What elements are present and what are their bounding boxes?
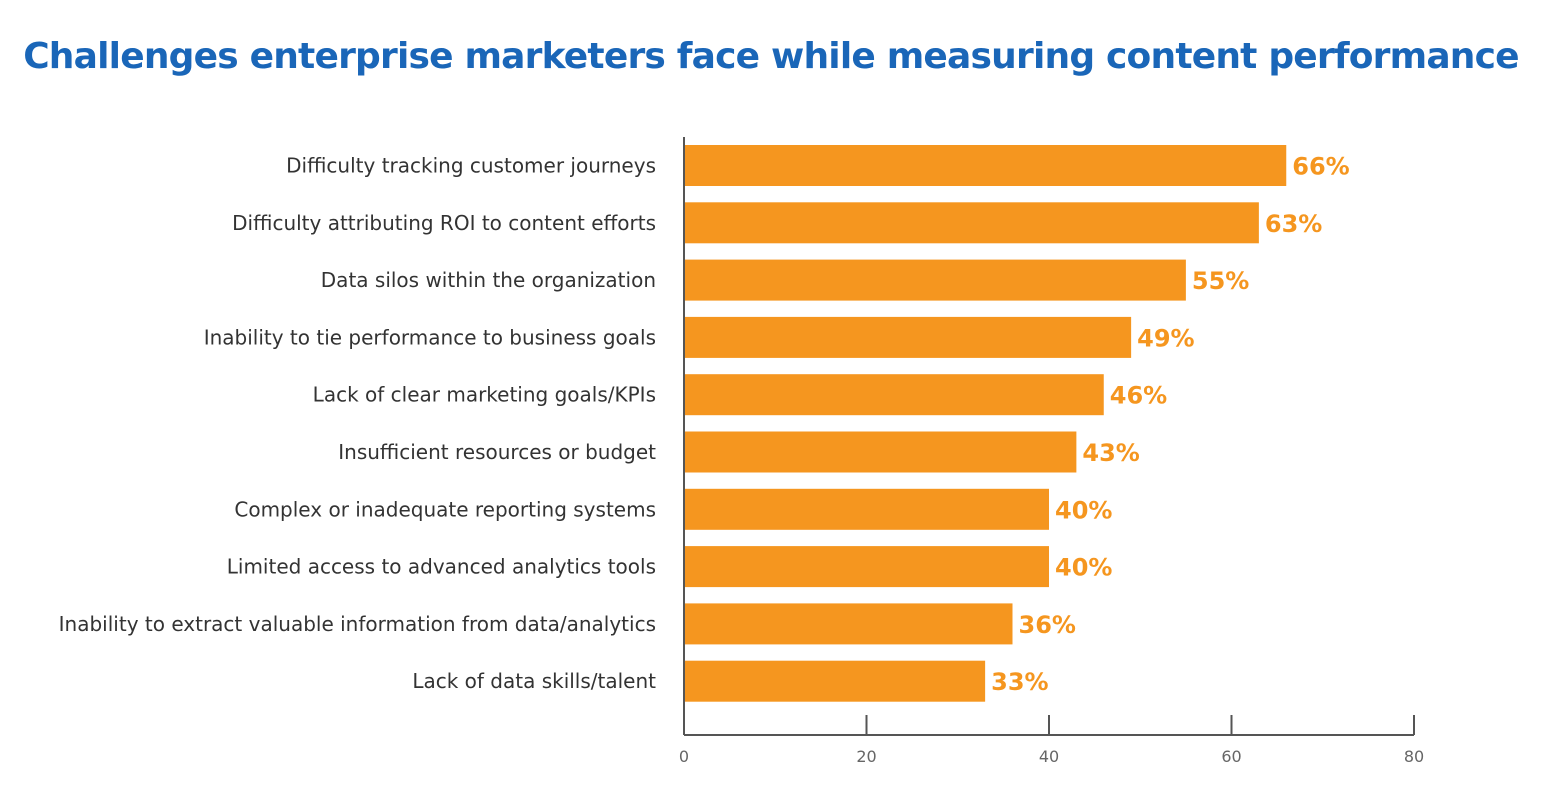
category-label: Complex or inadequate reporting systems <box>234 497 656 521</box>
bar <box>684 145 1287 186</box>
x-tick-label: 0 <box>679 747 689 766</box>
x-axis: 0 20 40 60 80 <box>679 137 1424 766</box>
bar <box>684 431 1077 473</box>
category-label: Inability to extract valuable informatio… <box>59 612 656 636</box>
category-label: Data silos within the organization <box>321 268 656 292</box>
bar <box>684 603 1013 645</box>
value-label: 49% <box>1137 324 1194 352</box>
category-label: Insufficient resources or budget <box>338 440 656 464</box>
chart-title: Challenges enterprise marketers face whi… <box>23 36 1519 77</box>
value-label: 40% <box>1055 496 1112 524</box>
bar <box>684 374 1104 416</box>
bar <box>684 546 1049 588</box>
x-tick-label: 80 <box>1404 747 1424 766</box>
value-label: 55% <box>1192 267 1249 295</box>
category-label: Difficulty attributing ROI to content ef… <box>232 211 656 235</box>
bar <box>684 259 1186 301</box>
value-label: 63% <box>1265 210 1322 238</box>
bar <box>684 660 986 702</box>
bar <box>684 202 1259 244</box>
value-label: 43% <box>1082 439 1139 467</box>
x-tick-label: 60 <box>1221 747 1241 766</box>
value-label: 40% <box>1055 554 1112 582</box>
bars-layer <box>684 145 1287 702</box>
value-label: 46% <box>1110 382 1167 410</box>
value-label: 66% <box>1292 153 1349 181</box>
labels-layer: Difficulty tracking customer journeys 66%… <box>59 153 1350 697</box>
category-label: Inability to tie performance to business… <box>204 325 656 349</box>
category-label: Difficulty tracking customer journeys <box>286 154 656 178</box>
value-label: 33% <box>991 668 1048 696</box>
value-label: 36% <box>1019 611 1076 639</box>
category-label: Limited access to advanced analytics too… <box>227 555 656 579</box>
bar <box>684 316 1132 358</box>
x-tick-label: 40 <box>1039 747 1059 766</box>
x-tick-label: 20 <box>856 747 876 766</box>
category-label: Lack of data skills/talent <box>412 669 656 693</box>
bar <box>684 488 1049 530</box>
category-label: Lack of clear marketing goals/KPIs <box>313 383 656 407</box>
